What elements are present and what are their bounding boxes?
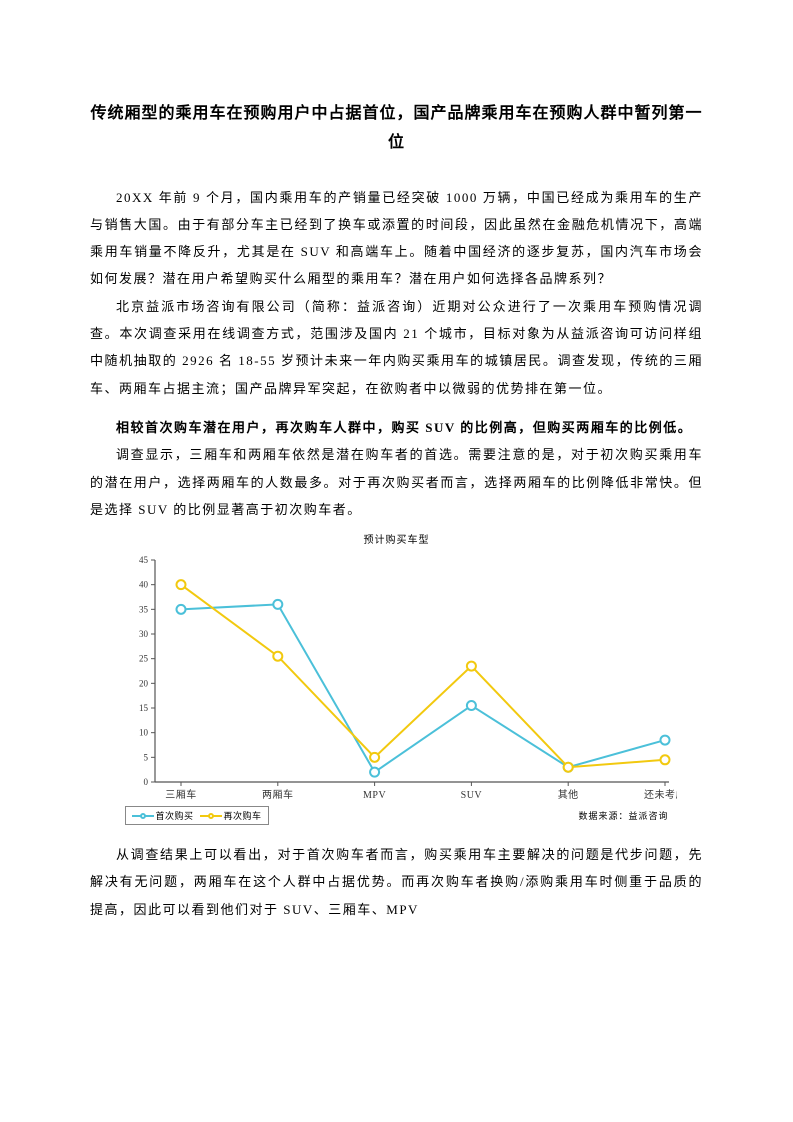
svg-text:SUV: SUV <box>460 790 482 801</box>
svg-text:0: 0 <box>143 777 148 787</box>
svg-text:45: 45 <box>139 555 149 565</box>
paragraph-1: 20XX 年前 9 个月，国内乘用车的产销量已经突破 1000 万辆，中国已经成… <box>90 184 703 293</box>
svg-text:其他: 其他 <box>557 788 578 801</box>
legend-label: 再次购车 <box>224 809 262 822</box>
svg-text:三厢车: 三厢车 <box>165 788 197 801</box>
svg-text:5: 5 <box>143 752 148 762</box>
svg-text:15: 15 <box>139 703 149 713</box>
legend-item: 首次购买 <box>132 809 194 822</box>
chart-container: 预计购买车型 0 5 10 15 20 25 30 35 40 45 三厢车 两厢车 MPV SUV 其他 还… <box>117 531 677 825</box>
page-title: 传统厢型的乘用车在预购用户中占据首位，国产品牌乘用车在预购人群中暂列第一位 <box>90 100 703 158</box>
svg-text:MPV: MPV <box>363 790 386 801</box>
svg-text:10: 10 <box>139 728 149 738</box>
svg-text:25: 25 <box>139 654 149 664</box>
chart-source: 数据来源：益派咨询 <box>578 809 668 822</box>
svg-text:20: 20 <box>139 678 149 688</box>
paragraph-2: 北京益派市场咨询有限公司（简称：益派咨询）近期对公众进行了一次乘用车预购情况调查… <box>90 293 703 402</box>
svg-text:两厢车: 两厢车 <box>262 788 294 801</box>
paragraph-4: 从调查结果上可以看出，对于首次购车者而言，购买乘用车主要解决的问题是代步问题，先… <box>90 841 703 923</box>
svg-text:30: 30 <box>139 629 149 639</box>
paragraph-3: 调查显示，三厢车和两厢车依然是潜在购车者的首选。需要注意的是，对于初次购买乘用车… <box>90 441 703 523</box>
line-chart: 0 5 10 15 20 25 30 35 40 45 三厢车 两厢车 MPV SUV 其他 还未考虑 <box>117 552 677 802</box>
chart-legend: 首次购买 再次购车 <box>125 806 269 825</box>
legend-label: 首次购买 <box>156 809 194 822</box>
svg-text:40: 40 <box>139 580 149 590</box>
chart-title: 预计购买车型 <box>117 531 677 546</box>
legend-item: 再次购车 <box>200 809 262 822</box>
subheading: 相较首次购车潜在用户，再次购车人群中，购买 SUV 的比例高，但购买两厢车的比例… <box>90 414 703 441</box>
svg-text:35: 35 <box>139 604 149 614</box>
svg-text:还未考虑: 还未考虑 <box>644 789 677 801</box>
